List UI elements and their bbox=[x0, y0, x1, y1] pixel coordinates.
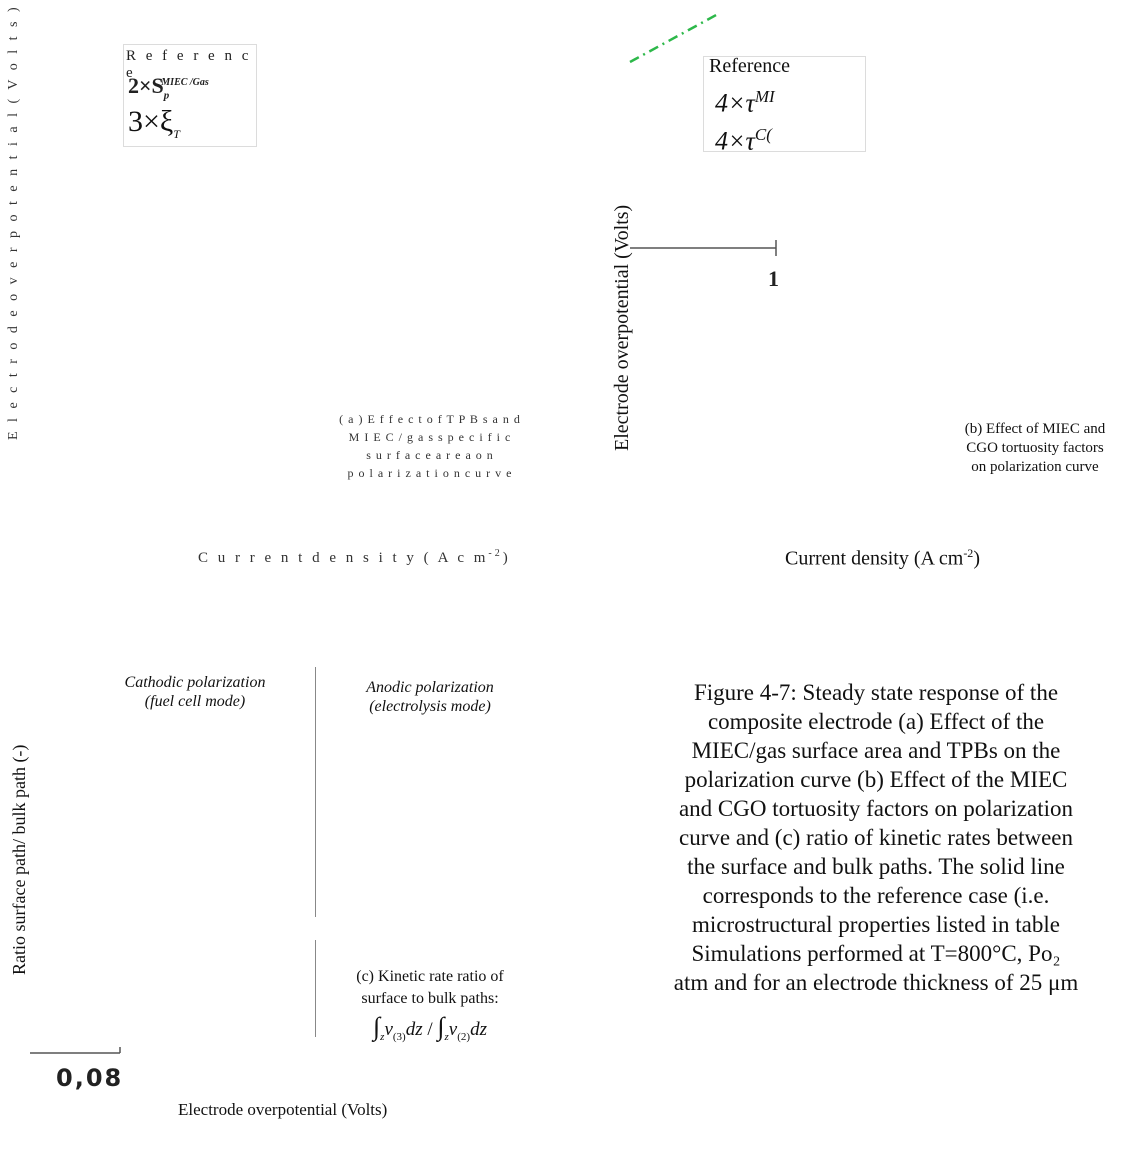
panel-b-scale-bar bbox=[630, 240, 777, 256]
panel-c-formula: ∫zv(3)dz / ∫zv(2)dz bbox=[373, 1012, 487, 1043]
panel-c-cathodic-label: Cathodic polarization (fuel cell mode) bbox=[124, 674, 266, 710]
panel-c-caption: (c) Kinetic rate ratio of surface to bul… bbox=[320, 966, 540, 1048]
panel-b-legend-item-2: 4×τC( bbox=[715, 125, 772, 152]
panel-a-caption-line: s u r f a c e a r e a o n bbox=[366, 448, 494, 462]
panel-c-scale-bar bbox=[30, 1047, 121, 1054]
panel-b-legend-title: Reference bbox=[709, 56, 791, 77]
panel-a-legend-title: R e f e r e n c e bbox=[126, 48, 252, 81]
panel-b-caption-line: on polarization curve bbox=[971, 459, 1099, 475]
figure-caption-line: and CGO tortuosity factors on polarizati… bbox=[678, 796, 1074, 821]
figure-caption-line: MIEC/gas surface area and TPBs on the bbox=[691, 738, 1061, 763]
panel-b-caption: (b) Effect of MIEC and CGO tortuosity fa… bbox=[935, 420, 1127, 477]
panel-a-caption-line: p o l a r i z a t i o n c u r v e bbox=[347, 466, 513, 480]
panel-a-legend-item-1: 2×SpMIEC /Gas bbox=[128, 73, 209, 102]
figure-caption: Figure 4-7: Steady state response of the… bbox=[596, 678, 1127, 997]
figure-caption-line: composite electrode (a) Effect of the bbox=[707, 709, 1045, 734]
panel-b-xlabel: Current density (A cm-2) bbox=[785, 546, 980, 570]
panel-a-caption-line: M I E C / g a s s p e c i f i c bbox=[348, 430, 512, 444]
panel-c-anodic-label: Anodic polarization (electrolysis mode) bbox=[366, 679, 494, 715]
panel-b-caption-line: CGO tortuosity factors bbox=[966, 440, 1104, 456]
panel-c-divider-lower bbox=[315, 940, 316, 1037]
figure-caption-line: curve and (c) ratio of kinetic rates bet… bbox=[679, 825, 1073, 850]
panel-c-ylabel: Ratio surface path/ bulk path (-) bbox=[9, 744, 29, 975]
panel-b-tick-label: 1 bbox=[768, 266, 779, 291]
figure-caption-line: microstructural properties listed in tab… bbox=[692, 912, 1060, 937]
figure-caption-line: the surface and bulk paths. The solid li… bbox=[687, 854, 1065, 879]
panel-b-dash-dot-line bbox=[629, 12, 719, 64]
figure-caption-line: atm and for an electrode thickness of 25… bbox=[673, 970, 1079, 995]
figure-caption-line: corresponds to the reference case (i.e. bbox=[702, 883, 1050, 908]
figure-caption-line: Figure 4-7: Steady state response of the bbox=[693, 680, 1059, 705]
panel-c-divider-upper bbox=[315, 667, 316, 917]
panel-a-xlabel: C u r r e n t d e n s i t y ( A c m-2) bbox=[198, 548, 511, 566]
figure-caption-line: Simulations performed at T=800°C, Po₂ bbox=[691, 941, 1061, 966]
panel-b-legend: Reference 4×τMI 4×τC( bbox=[703, 56, 866, 152]
figure-caption-line: polarization curve (b) Effect of the MIE… bbox=[684, 767, 1068, 792]
panel-b-legend-item-1: 4×τMI bbox=[715, 87, 775, 118]
panel-a-legend: R e f e r e n c e 2×SpMIEC /Gas 3×ξT bbox=[123, 44, 257, 147]
panel-c-xlabel: Electrode overpotential (Volts) bbox=[178, 1100, 388, 1119]
panel-a-legend-item-2: 3×ξT bbox=[128, 105, 180, 141]
panel-a-caption: ( a ) E f f e c t o f T P B s a n d M I … bbox=[330, 410, 530, 482]
panel-a-caption-line: ( a ) E f f e c t o f T P B s a n d bbox=[339, 412, 521, 426]
panel-c-tick-label: 0,08 bbox=[56, 1064, 124, 1092]
panel-a-ylabel: E l e c t r o d e o v e r p o t e n t i … bbox=[6, 4, 21, 440]
panel-b-caption-line: (b) Effect of MIEC and bbox=[964, 421, 1106, 437]
